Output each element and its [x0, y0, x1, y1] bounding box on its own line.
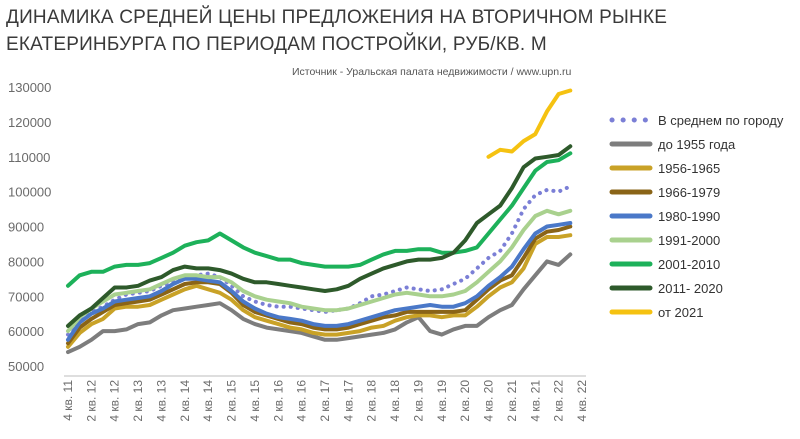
series-line-3: [66, 224, 573, 346]
series-line-4: [66, 221, 573, 342]
y-tick-label: 90000: [8, 220, 44, 235]
x-tick-label: 2 кв. 14: [178, 380, 192, 422]
x-tick-label: 4 кв. 17: [341, 380, 355, 422]
x-tick-label: 2 кв. 18: [365, 380, 379, 422]
x-tick-label: 2 кв. 19: [411, 380, 425, 422]
x-tick-label: 4 кв. 15: [248, 380, 262, 422]
y-tick-label: 50000: [8, 359, 44, 374]
series-line-2: [66, 233, 573, 349]
x-tick-label: 4 кв. 19: [435, 380, 449, 422]
x-tick-label: 4 кв. 11: [61, 380, 75, 421]
x-tick-label: 4 кв. 14: [201, 380, 215, 422]
x-tick-label: 2 кв. 15: [225, 380, 239, 422]
y-tick-label: 60000: [8, 324, 44, 339]
y-tick-label: 70000: [8, 289, 44, 304]
legend-label: 2011- 2020: [658, 281, 723, 296]
series-line-5: [66, 208, 573, 334]
x-tick-label: 2 кв. 21: [505, 380, 519, 422]
legend-label: 1991-2000: [658, 233, 720, 248]
x-tick-label: 2 кв. 13: [131, 380, 145, 422]
x-tick-label: 2 кв. 17: [318, 380, 332, 422]
legend-label: от 2021: [658, 305, 703, 320]
series-line-6: [66, 151, 573, 288]
legend-label: 1980-1990: [658, 209, 720, 224]
chart-title-line-2: ЕКАТЕРИНБУРГА ПО ПЕРИОДАМ ПОСТРОЙКИ, РУБ…: [6, 34, 547, 55]
x-tick-label: 4 кв. 16: [295, 380, 309, 422]
series-line-8: [486, 88, 573, 159]
y-tick-label: 80000: [8, 254, 44, 269]
legend-label: 2001-2010: [658, 257, 720, 272]
x-tick-label: 4 кв. 22: [575, 380, 589, 422]
chart-title-line-1: ДИНАМИКА СРЕДНЕЙ ЦЕНЫ ПРЕДЛОЖЕНИЯ НА ВТО…: [6, 7, 668, 28]
y-axis: 50000 60000 70000 80000 90000 100000 110000 120…: [8, 80, 51, 374]
x-tick-label: 4 кв. 13: [154, 380, 168, 422]
series-line-7: [66, 144, 573, 328]
x-axis: 4 кв. 11 2 кв. 12 4 кв. 12 2 кв. 13 4 кв. 13…: [61, 375, 589, 422]
x-tick-label: 4 кв. 12: [108, 380, 122, 422]
x-tick-label: 2 кв. 16: [271, 380, 285, 422]
chart-title: ДИНАМИКА СРЕДНЕЙ ЦЕНЫ ПРЕДЛОЖЕНИЯ НА ВТО…: [6, 4, 726, 58]
x-tick-label: 2 кв. 20: [458, 380, 472, 422]
x-tick-label: 4 кв. 18: [388, 380, 402, 422]
y-tick-label: 120000: [8, 115, 51, 130]
legend-label: В среднем по городу: [658, 113, 784, 128]
y-tick-label: 130000: [8, 80, 51, 95]
legend-label: 1966-1979: [658, 185, 720, 200]
legend-label: 1956-1965: [658, 161, 720, 176]
plot-lines: [66, 88, 573, 355]
legend: В среднем по городу до 1955 года 1956-1965…: [609, 113, 784, 320]
x-tick-label: 4 кв. 20: [482, 380, 496, 422]
source-note: Источник - Уральская палата недвижимости…: [292, 66, 572, 78]
x-tick-label: 2 кв. 22: [552, 380, 566, 422]
legend-label: до 1955 года: [658, 137, 736, 152]
x-tick-label: 2 кв. 12: [84, 380, 98, 422]
y-tick-label: 100000: [8, 185, 51, 200]
y-tick-label: 110000: [8, 150, 50, 165]
x-tick-label: 4 кв. 21: [528, 380, 542, 422]
series-line-1: [66, 252, 573, 355]
